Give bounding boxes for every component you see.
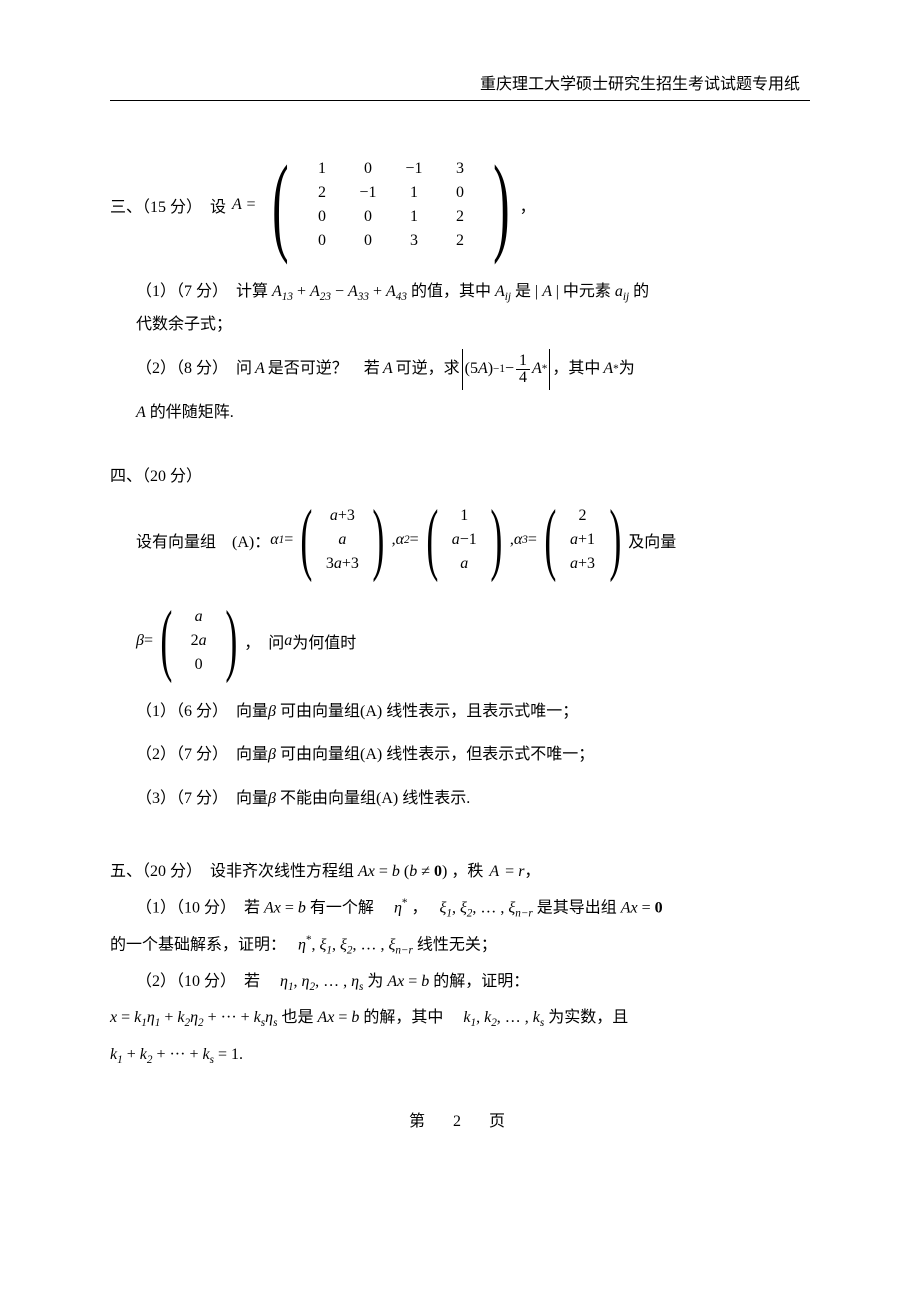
page-number: 第 2 页 bbox=[409, 1113, 511, 1130]
q4-vectors-A: 设有向量组 (A)： α1 = ( a+3 a 33aa+3 ) , α2 = bbox=[110, 494, 810, 585]
q3-label: 三、（15 分） 设 bbox=[110, 193, 226, 217]
abs-bar-icon bbox=[549, 349, 550, 391]
q3-p2-line2: A 的伴随矩阵. bbox=[110, 398, 810, 422]
q4-part3: （3）（7 分） 向量β 不能由向量组(A) 线性表示. bbox=[110, 781, 810, 816]
q5-part2: （2）（10 分） 若 η1, η2, … , ηs 为 Ax = b 的解，证… bbox=[110, 966, 810, 999]
q5-line4: k1 + k2 + ··· + ks = 1. bbox=[110, 1039, 810, 1072]
page-header: 重庆理工大学硕士研究生招生考试试题专用纸 bbox=[110, 70, 810, 101]
matrix-A: ( 10−13 2−110 0012 0032 ) bbox=[262, 141, 519, 268]
q5-p1-line2: 的一个基础解系，证明： η*, ξ1, ξ2, … , ξn−r 线性无关； bbox=[110, 929, 810, 962]
abs-bar-icon bbox=[462, 349, 463, 391]
question-5: 五、（20 分） 设非齐次线性方程组 Ax = b (b ≠ 0) ，秩 A =… bbox=[110, 856, 810, 1072]
page-content: 三、（15 分） 设 A = ( 10−13 2−110 0012 0032 )… bbox=[110, 101, 810, 1131]
q4-label: 四、（20 分） bbox=[110, 462, 810, 486]
page-footer: 第 2 页 bbox=[110, 1107, 810, 1131]
q3-part2: （2）（8 分） 问 A 是否可逆？ 若 A 可逆，求 (5A)−1 − 14 … bbox=[110, 349, 810, 391]
q3-p1-line2: 代数余子式； bbox=[136, 316, 232, 333]
q3-part1: （1）（7 分） 计算 A13 + A23 − A33 + A43 的值，其中 … bbox=[110, 276, 810, 341]
q4-part2: （2）（7 分） 向量β 可由向量组(A) 线性表示，但表示式不唯一； bbox=[110, 737, 810, 772]
question-3: 三、（15 分） 设 A = ( 10−13 2−110 0012 0032 )… bbox=[110, 141, 810, 422]
exam-page: 重庆理工大学硕士研究生招生考试试题专用纸 三、（15 分） 设 A = ( 10… bbox=[0, 0, 920, 1171]
header-title: 重庆理工大学硕士研究生招生考试试题专用纸 bbox=[480, 76, 800, 93]
q4-vector-beta-row: β = ( a 2a 0 ) ， 问 a 为何值时 bbox=[110, 595, 810, 686]
fraction-1-4: 14 bbox=[516, 353, 530, 386]
q4-part1: （1）（6 分） 向量β 可由向量组(A) 线性表示，且表示式唯一； bbox=[110, 694, 810, 729]
q5-part1: （1）（10 分） 若 Ax = b 有一个解 η* ， ξ1, ξ2, … ,… bbox=[110, 892, 810, 925]
q5-line3: x = k1η1 + k2η2 + ··· + ksηs 也是 Ax = b 的… bbox=[110, 1002, 810, 1035]
q3-stem: 三、（15 分） 设 A = ( 10−13 2−110 0012 0032 )… bbox=[110, 141, 810, 268]
vector-alpha3: ( 2 a+1 a+3 ) bbox=[537, 494, 628, 585]
right-paren-icon: ) bbox=[493, 141, 509, 268]
vector-beta: ( a 2a 0 ) bbox=[153, 595, 244, 686]
vector-alpha2: ( 1 a−1 a ) bbox=[419, 494, 510, 585]
q3-A-eq: A = bbox=[232, 196, 256, 214]
question-4: 四、（20 分） 设有向量组 (A)： α1 = ( a+3 a 33aa+3 … bbox=[110, 462, 810, 816]
q5-stem: 五、（20 分） 设非齐次线性方程组 Ax = b (b ≠ 0) ，秩 A =… bbox=[110, 856, 810, 888]
left-paren-icon: ( bbox=[272, 141, 288, 268]
vector-alpha1: ( a+3 a 33aa+3 ) bbox=[293, 494, 391, 585]
q3-comma: ， bbox=[520, 193, 536, 217]
matrix-A-body: 10−13 2−110 0012 0032 bbox=[299, 157, 483, 253]
